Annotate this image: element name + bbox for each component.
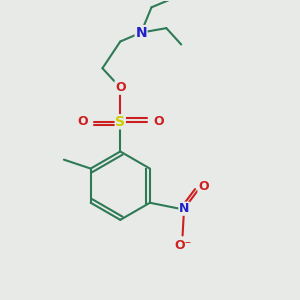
Text: N: N (179, 202, 189, 215)
Text: O: O (115, 81, 126, 94)
Text: S: S (115, 115, 125, 129)
Text: O: O (198, 180, 209, 193)
Text: O: O (77, 115, 88, 128)
Text: O: O (153, 115, 164, 128)
Text: N: N (135, 26, 147, 40)
Text: O⁻: O⁻ (174, 239, 191, 252)
